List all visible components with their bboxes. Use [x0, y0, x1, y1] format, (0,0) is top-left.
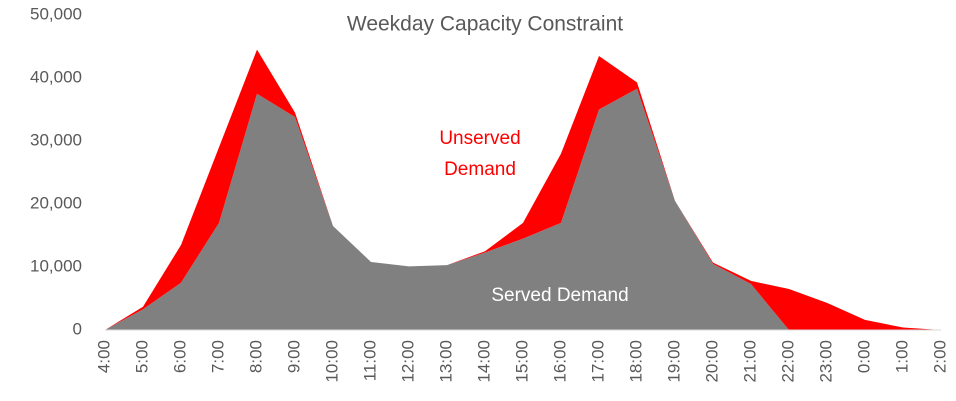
x-tick-label: 4:00 [94, 340, 113, 373]
x-tick-label: 8:00 [246, 340, 265, 373]
x-tick-label: 16:00 [550, 340, 569, 383]
x-tick-label: 1:00 [892, 340, 911, 373]
x-tick-label: 19:00 [664, 340, 683, 383]
x-tick-label: 15:00 [512, 340, 531, 383]
x-tick-label: 10:00 [322, 340, 341, 383]
x-tick-label: 17:00 [588, 340, 607, 383]
x-tick-label: 23:00 [816, 340, 835, 383]
x-tick-label: 5:00 [132, 340, 151, 373]
y-tick-label: 10,000 [30, 256, 82, 275]
x-tick-label: 22:00 [778, 340, 797, 383]
x-tick-label: 21:00 [740, 340, 759, 383]
x-tick-label: 7:00 [208, 340, 227, 373]
x-tick-label: 12:00 [398, 340, 417, 383]
x-tick-label: 0:00 [854, 340, 873, 373]
x-tick-label: 20:00 [702, 340, 721, 383]
x-tick-label: 11:00 [360, 340, 379, 381]
x-tick-label: 14:00 [474, 340, 493, 383]
area [105, 88, 941, 331]
y-tick-label: 40,000 [30, 67, 82, 86]
y-tick-label: 50,000 [30, 4, 82, 23]
y-tick-label: 20,000 [30, 193, 82, 212]
chart-title: Weekday Capacity Constraint [347, 13, 623, 36]
unserved-label: Unserved Demand [439, 128, 521, 180]
x-tick-label: 2:00 [930, 340, 949, 373]
y-tick-label: 30,000 [30, 130, 82, 149]
x-tick-label: 9:00 [284, 340, 303, 373]
y-tick-label: 0 [73, 319, 82, 338]
x-tick-label: 18:00 [626, 340, 645, 383]
x-tick-label: 6:00 [170, 340, 189, 373]
x-tick-label: 13:00 [436, 340, 455, 383]
served-label: Served Demand [491, 285, 629, 306]
